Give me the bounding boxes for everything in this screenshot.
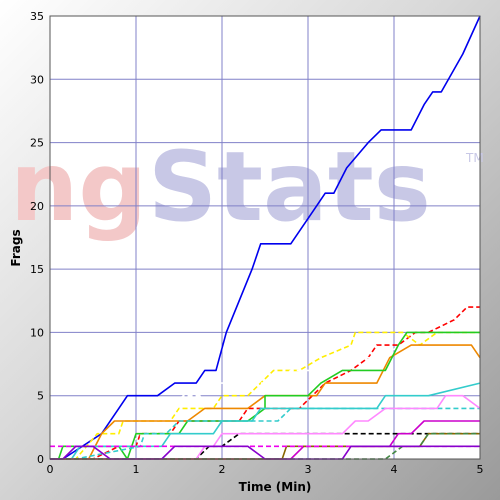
ngstats-watermark: ng Stats TM — [10, 131, 484, 243]
plot-area — [50, 16, 480, 459]
y-tick-label-3: 15 — [30, 263, 44, 276]
plot-border — [49, 15, 481, 460]
watermark-ng: ng — [10, 131, 147, 243]
series-line-10 — [50, 420, 480, 460]
series-line-2 — [50, 331, 480, 460]
y-axis-label: Frags — [9, 229, 23, 266]
y-axis-ticks: 0 5 10 15 20 25 30 35 — [30, 10, 44, 466]
x-tick-label-1: 1 — [133, 463, 140, 476]
x-axis-label: Time (Min) — [239, 480, 312, 494]
series-line-4 — [50, 344, 481, 460]
y-tick-label-6: 30 — [30, 73, 44, 86]
x-tick-label-5: 5 — [477, 463, 484, 476]
series-line-8 — [50, 432, 480, 460]
y-tick-label-2: 10 — [30, 326, 44, 339]
y-tick-label-7: 35 — [30, 10, 44, 23]
watermark-tm: TM — [465, 151, 484, 165]
x-tick-label-0: 0 — [47, 463, 54, 476]
watermark-stats: Stats — [148, 131, 431, 243]
y-tick-label-0: 0 — [37, 453, 44, 466]
x-axis-ticks: 0 1 2 3 4 5 — [47, 463, 484, 476]
x-tick-label-3: 3 — [305, 463, 312, 476]
x-tick-label-2: 2 — [219, 463, 226, 476]
y-tick-label-1: 5 — [37, 390, 44, 403]
series-line-0 — [50, 15, 481, 460]
series-line-14 — [50, 445, 480, 460]
y-tick-label-5: 25 — [30, 137, 44, 150]
series-line-3 — [50, 344, 481, 460]
x-tick-label-4: 4 — [391, 463, 398, 476]
y-tick-label-4: 20 — [30, 200, 44, 213]
series-lines — [50, 15, 481, 460]
